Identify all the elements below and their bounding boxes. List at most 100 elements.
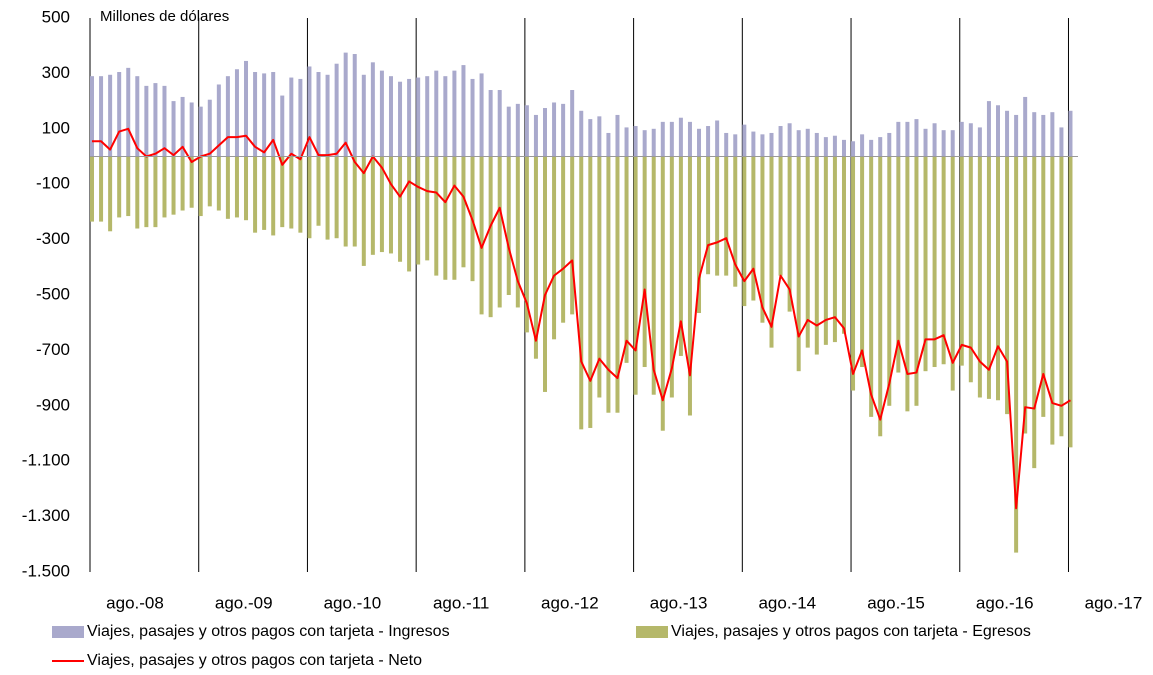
bar <box>407 78 412 157</box>
bar <box>434 70 439 157</box>
bar <box>778 156 783 276</box>
bar <box>307 66 312 157</box>
bar <box>271 72 276 157</box>
bar <box>126 156 131 217</box>
bar <box>760 134 765 157</box>
bar <box>153 83 158 157</box>
bar <box>1059 127 1064 157</box>
bar <box>588 156 593 428</box>
bar <box>307 156 312 239</box>
bar <box>253 156 258 233</box>
y-tick-label: 100 <box>42 118 70 137</box>
bar <box>624 156 629 363</box>
legend-swatch <box>52 626 84 638</box>
y-tick-label: -900 <box>36 395 70 414</box>
bar <box>651 156 656 395</box>
bar <box>488 90 493 157</box>
bar <box>171 101 176 157</box>
bar <box>860 134 865 157</box>
bar <box>126 67 131 157</box>
bar <box>117 72 122 157</box>
bar <box>180 96 185 157</box>
bar <box>1041 156 1046 417</box>
bar <box>443 156 448 280</box>
bar <box>715 120 720 157</box>
bar <box>416 77 421 157</box>
bar <box>533 156 538 359</box>
bar <box>388 156 393 254</box>
bar <box>452 70 457 157</box>
bar <box>361 156 366 266</box>
bar <box>678 117 683 157</box>
bar <box>407 156 412 272</box>
bar <box>561 156 566 323</box>
bar <box>171 156 176 215</box>
bar <box>841 139 846 157</box>
bar <box>416 156 421 265</box>
bar <box>878 137 883 157</box>
bar <box>515 156 520 308</box>
bar <box>189 102 194 157</box>
x-tick-label: ago.-17 <box>1085 593 1143 612</box>
bar <box>470 78 475 157</box>
bar <box>606 156 611 413</box>
bar <box>1005 156 1010 415</box>
bar <box>570 156 575 315</box>
bar <box>524 105 529 157</box>
bar <box>280 156 285 228</box>
bar <box>135 156 140 229</box>
bar <box>234 156 239 218</box>
bar <box>841 156 846 334</box>
bar <box>1032 112 1037 157</box>
bar <box>479 156 484 315</box>
bar <box>180 156 185 211</box>
bar <box>135 76 140 157</box>
bar <box>687 121 692 157</box>
bar <box>814 156 819 355</box>
y-tick-label: -1.100 <box>22 451 70 470</box>
bar <box>370 62 375 157</box>
bar <box>216 156 221 211</box>
bar <box>579 110 584 157</box>
bar <box>796 156 801 372</box>
bar <box>515 103 520 157</box>
bar <box>117 156 122 218</box>
bar <box>642 130 647 157</box>
bar <box>660 121 665 157</box>
x-tick-label: ago.-13 <box>650 593 708 612</box>
y-tick-label: -1.500 <box>22 561 70 580</box>
bar <box>869 156 874 417</box>
bar <box>488 156 493 318</box>
bar <box>1050 156 1055 445</box>
bar <box>760 156 765 323</box>
bar <box>552 156 557 340</box>
bar <box>932 123 937 157</box>
bar <box>914 119 919 157</box>
bar <box>769 156 774 348</box>
x-tick-label: ago.-14 <box>758 593 816 612</box>
bar <box>787 156 792 312</box>
bar <box>860 156 865 368</box>
bar <box>461 65 466 157</box>
bar <box>253 72 258 157</box>
bar <box>144 85 149 157</box>
bar <box>1032 156 1037 469</box>
bar <box>207 156 212 207</box>
bar <box>262 73 267 157</box>
bar <box>425 156 430 261</box>
bar <box>642 156 647 368</box>
bar <box>796 130 801 157</box>
bar <box>425 76 430 157</box>
bar <box>1023 96 1028 157</box>
bar <box>814 132 819 157</box>
bar <box>687 156 692 416</box>
bar <box>244 60 249 157</box>
legend-label: Viajes, pasajes y otros pagos con tarjet… <box>87 623 450 640</box>
bar <box>977 127 982 157</box>
bar <box>352 156 357 247</box>
bar <box>262 156 267 230</box>
bar <box>851 156 856 391</box>
bar <box>977 156 982 398</box>
bar <box>1059 156 1064 437</box>
bar <box>905 121 910 157</box>
